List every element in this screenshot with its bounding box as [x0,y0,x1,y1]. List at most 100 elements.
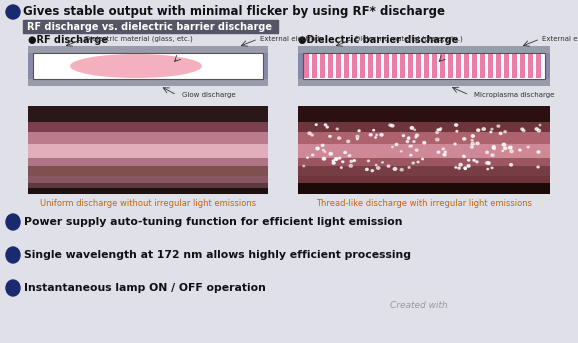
Ellipse shape [376,167,380,169]
Ellipse shape [6,247,20,263]
Text: External electrode: External electrode [260,36,324,42]
Ellipse shape [6,214,20,230]
Ellipse shape [356,135,359,138]
Ellipse shape [350,161,353,163]
Bar [28,79,268,86]
Bar [298,106,550,194]
Ellipse shape [486,151,488,153]
Bar [28,132,268,144]
Ellipse shape [521,128,524,130]
Ellipse shape [335,158,338,161]
Ellipse shape [464,167,466,169]
Bar [352,54,357,78]
Bar [472,54,476,78]
Bar [360,54,365,78]
Ellipse shape [443,153,446,156]
Ellipse shape [371,170,373,172]
Ellipse shape [492,147,495,150]
Ellipse shape [417,161,419,163]
Ellipse shape [381,162,383,163]
Ellipse shape [358,130,360,132]
Ellipse shape [336,128,338,130]
Ellipse shape [439,129,441,131]
Bar [303,53,545,79]
Ellipse shape [335,158,338,160]
Bar [488,54,492,78]
Ellipse shape [422,158,423,160]
Ellipse shape [490,131,492,133]
Text: Uniform discharge without irregular light emissions: Uniform discharge without irregular ligh… [40,199,256,208]
Bar [480,54,484,78]
Ellipse shape [323,157,325,160]
Ellipse shape [312,154,314,156]
Ellipse shape [414,129,416,130]
Ellipse shape [387,165,390,167]
Ellipse shape [471,142,475,145]
Text: Glow discharge: Glow discharge [181,92,235,98]
Ellipse shape [486,162,488,164]
Bar [320,54,324,78]
Ellipse shape [415,149,418,151]
Ellipse shape [338,137,341,139]
Ellipse shape [332,160,334,162]
Ellipse shape [482,128,486,130]
Bar [440,54,444,78]
Text: Dielectric material (glass, etc.): Dielectric material (glass, etc.) [85,36,192,42]
Ellipse shape [509,146,512,149]
Ellipse shape [326,126,328,128]
Ellipse shape [537,129,540,132]
Ellipse shape [476,161,478,163]
Text: Microplasma discharge: Microplasma discharge [475,92,555,98]
Ellipse shape [537,166,539,168]
Bar [28,106,268,122]
Ellipse shape [406,141,409,143]
Bar [298,166,550,176]
Text: Instantaneous lamp ON / OFF operation: Instantaneous lamp ON / OFF operation [24,283,266,293]
Ellipse shape [423,142,426,144]
Bar [528,54,532,78]
Bar [28,122,268,132]
Ellipse shape [465,168,466,169]
Ellipse shape [487,162,490,164]
Ellipse shape [365,168,368,170]
Ellipse shape [344,151,346,154]
Bar [298,176,550,183]
Ellipse shape [347,140,350,143]
Ellipse shape [411,145,413,147]
Ellipse shape [499,132,502,134]
Ellipse shape [339,157,341,159]
Bar [312,54,317,78]
Ellipse shape [535,128,538,130]
Bar [384,54,388,78]
Ellipse shape [316,124,317,125]
Bar [33,53,263,79]
Bar [28,46,268,86]
Ellipse shape [391,125,394,127]
Ellipse shape [308,132,311,134]
Bar [344,54,349,78]
Bar [304,54,309,78]
Ellipse shape [324,124,327,126]
Bar [456,54,461,78]
Text: External electrode: External electrode [542,36,578,42]
Bar [23,20,278,33]
Bar [298,144,550,158]
Bar [464,54,469,78]
Ellipse shape [436,138,439,141]
Ellipse shape [70,54,202,78]
Ellipse shape [456,130,458,132]
Ellipse shape [473,159,475,161]
Ellipse shape [6,5,20,19]
Bar [504,54,509,78]
Text: Power supply auto-tuning function for efficient light emission: Power supply auto-tuning function for ef… [24,217,402,227]
Text: Created with: Created with [390,301,448,310]
Ellipse shape [375,137,376,138]
Ellipse shape [307,157,308,158]
Ellipse shape [510,164,513,166]
Ellipse shape [376,134,377,135]
Ellipse shape [402,135,405,137]
Text: RF discharge vs. dielectric barrier discharge: RF discharge vs. dielectric barrier disc… [27,22,272,32]
Ellipse shape [407,137,410,138]
Ellipse shape [519,149,521,151]
Ellipse shape [491,128,493,130]
